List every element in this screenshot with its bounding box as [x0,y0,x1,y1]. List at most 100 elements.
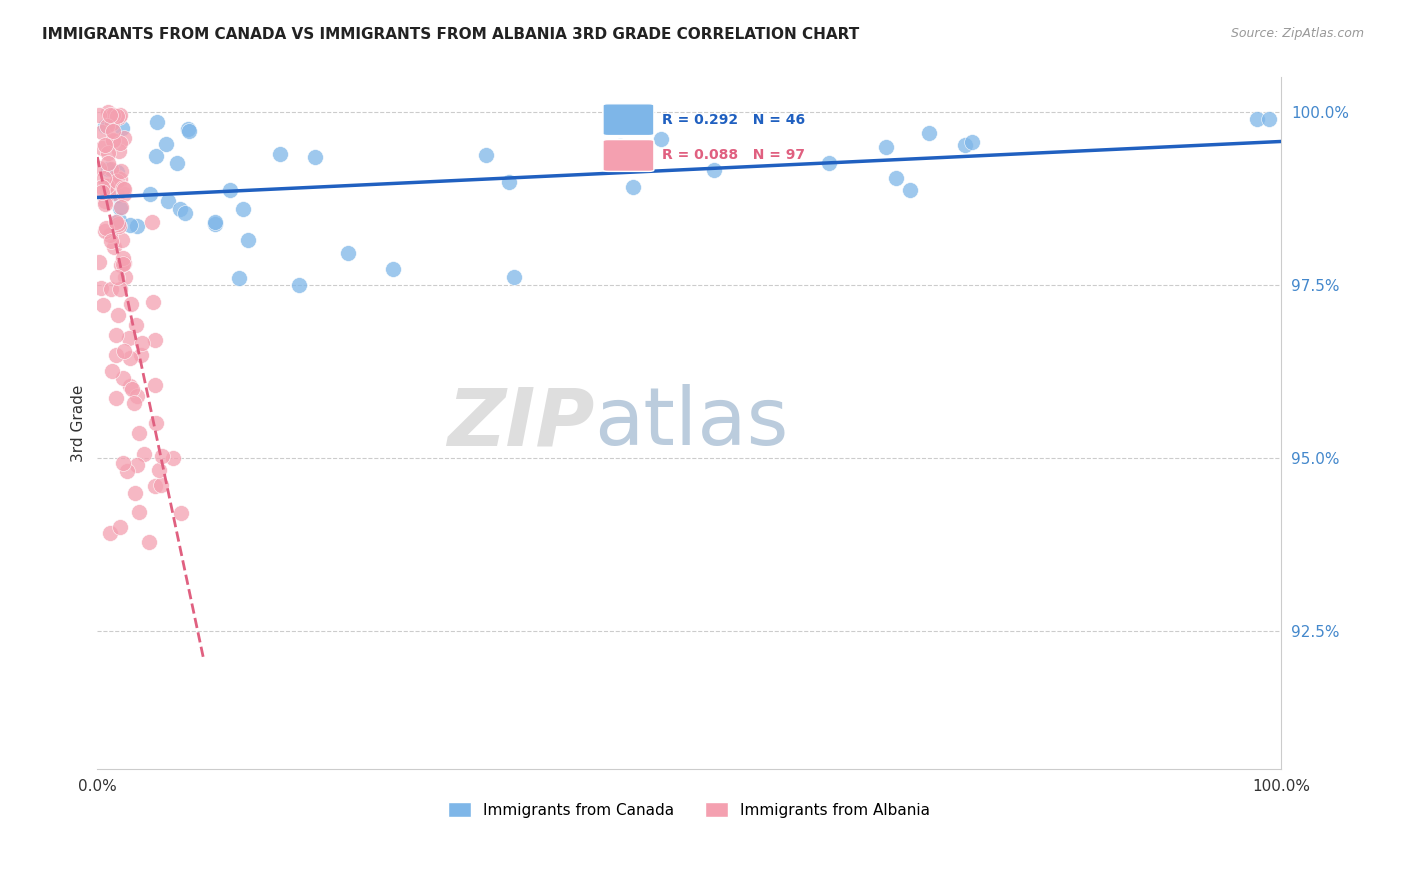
Point [105,165,128,179]
Point [120,296,142,310]
Point [111,456,134,470]
Point [204,215,226,229]
Point [112,181,135,195]
Point [101,108,124,122]
Point [219,183,242,197]
Point [100,525,122,540]
Point [287,278,309,293]
Point [103,134,125,148]
Point [169,202,191,217]
Point [139,186,162,201]
Point [100,234,122,248]
Point [204,217,226,231]
Y-axis label: 3rd Grade: 3rd Grade [72,384,86,462]
Point [132,447,155,461]
Point [121,383,143,397]
Point [143,333,166,347]
Point [155,136,177,151]
Point [382,261,405,276]
Point [107,308,129,322]
Point [105,327,128,342]
Point [108,520,131,534]
Point [96,179,118,194]
Text: Source: ZipAtlas.com: Source: ZipAtlas.com [1230,27,1364,40]
Point [97,162,120,177]
Point [108,110,131,124]
Point [503,270,526,285]
Point [105,169,128,184]
Point [96,120,118,134]
Point [112,256,135,270]
Point [112,182,135,196]
Point [100,162,122,177]
Point [143,479,166,493]
Point [103,186,125,200]
Point [111,251,134,265]
Point [101,124,124,138]
Point [960,135,983,149]
Point [818,156,841,170]
Point [238,233,260,247]
Point [953,137,976,152]
Point [105,188,128,202]
Point [702,163,724,178]
Point [91,298,114,312]
Point [143,377,166,392]
Point [94,119,117,133]
Point [114,269,136,284]
Point [94,223,117,237]
Point [118,351,141,366]
Point [145,149,167,163]
Point [609,139,631,153]
Point [884,170,907,185]
Point [98,108,121,122]
Point [110,259,132,273]
Point [111,233,134,247]
Point [94,179,117,194]
Point [110,164,132,178]
Point [108,212,131,227]
Point [898,183,921,197]
Point [228,271,250,285]
Point [94,196,117,211]
Point [87,255,110,269]
Point [141,214,163,228]
Point [173,206,195,220]
Point [110,282,132,296]
Point [1258,112,1281,126]
Text: IMMIGRANTS FROM CANADA VS IMMIGRANTS FROM ALBANIA 3RD GRADE CORRELATION CHART: IMMIGRANTS FROM CANADA VS IMMIGRANTS FRO… [42,27,859,42]
Point [107,217,129,231]
Point [97,146,120,161]
Point [111,370,134,384]
Point [90,141,112,155]
Legend: Immigrants from Canada, Immigrants from Albania: Immigrants from Canada, Immigrants from … [441,796,936,824]
Point [103,240,125,254]
Point [157,194,180,208]
Point [112,186,135,201]
Point [162,451,184,466]
Point [138,534,160,549]
Point [475,148,498,162]
Point [304,150,326,164]
Point [125,318,148,332]
Point [110,108,132,122]
Point [105,348,128,362]
Point [170,506,193,520]
Point [112,131,135,145]
Point [100,282,122,296]
Point [131,335,153,350]
Point [269,147,291,161]
Point [94,194,117,208]
Point [107,144,129,158]
Point [1246,112,1268,126]
Point [105,109,128,123]
Point [101,133,124,147]
Point [105,174,128,188]
Point [90,125,112,139]
Point [336,246,359,260]
Point [118,331,141,345]
Point [232,202,254,216]
Point [96,184,118,198]
Point [122,396,145,410]
Point [115,463,138,477]
